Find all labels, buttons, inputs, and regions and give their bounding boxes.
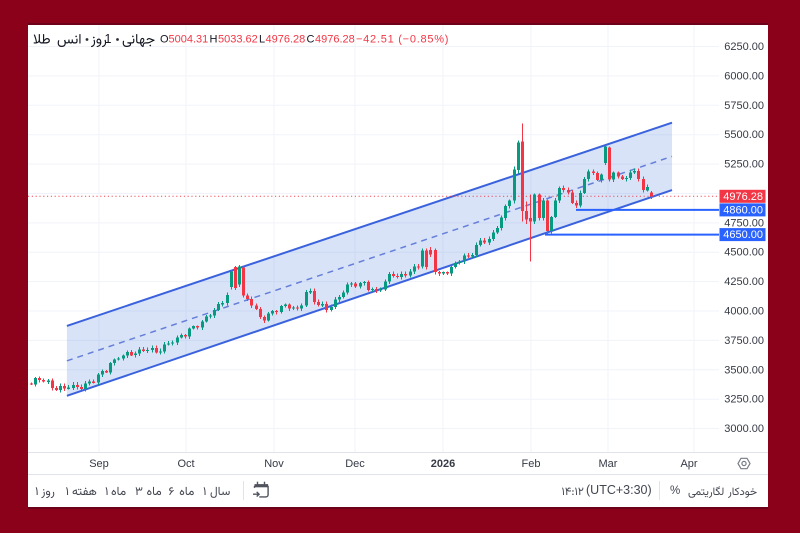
- svg-text:Sep: Sep: [89, 458, 109, 470]
- svg-text:O: O: [160, 34, 169, 46]
- svg-text:Apr: Apr: [680, 458, 697, 470]
- svg-text:L: L: [259, 34, 265, 46]
- svg-text:Feb: Feb: [522, 458, 541, 470]
- svg-text:5500.00: 5500.00: [724, 129, 764, 141]
- svg-text:1: 1: [105, 32, 112, 46]
- svg-text:Oct: Oct: [177, 458, 194, 470]
- svg-text:4860.00: 4860.00: [723, 204, 763, 216]
- svg-text:Mar: Mar: [599, 458, 618, 470]
- svg-text:2026: 2026: [431, 458, 455, 470]
- svg-text:3000.00: 3000.00: [724, 423, 764, 435]
- svg-text:4650.00: 4650.00: [723, 229, 763, 241]
- svg-text:(UTC+3:30): (UTC+3:30): [586, 483, 652, 497]
- svg-text:Dec: Dec: [345, 458, 365, 470]
- svg-text:−42.51 (−0.85%): −42.51 (−0.85%): [356, 34, 449, 46]
- svg-text:4250.00: 4250.00: [724, 276, 764, 288]
- svg-text:C: C: [307, 34, 315, 46]
- svg-text:4750.00: 4750.00: [724, 217, 764, 229]
- svg-text:3750.00: 3750.00: [724, 335, 764, 347]
- svg-text:4976.28: 4976.28: [266, 34, 306, 46]
- svg-text:4000.00: 4000.00: [724, 306, 764, 318]
- svg-text:5750.00: 5750.00: [724, 100, 764, 112]
- svg-text:H: H: [210, 34, 218, 46]
- svg-text:4976.28: 4976.28: [723, 191, 763, 203]
- svg-text:3500.00: 3500.00: [724, 364, 764, 376]
- svg-text:%: %: [670, 485, 680, 497]
- svg-text:5033.62: 5033.62: [218, 34, 258, 46]
- svg-text:5004.31: 5004.31: [169, 34, 209, 46]
- svg-text:3250.00: 3250.00: [724, 394, 764, 406]
- svg-text:4500.00: 4500.00: [724, 247, 764, 259]
- svg-text:6250.00: 6250.00: [724, 41, 764, 53]
- svg-text:5250.00: 5250.00: [724, 159, 764, 171]
- svg-text:Nov: Nov: [264, 458, 284, 470]
- svg-text:4976.28: 4976.28: [315, 34, 355, 46]
- svg-text:6000.00: 6000.00: [724, 70, 764, 82]
